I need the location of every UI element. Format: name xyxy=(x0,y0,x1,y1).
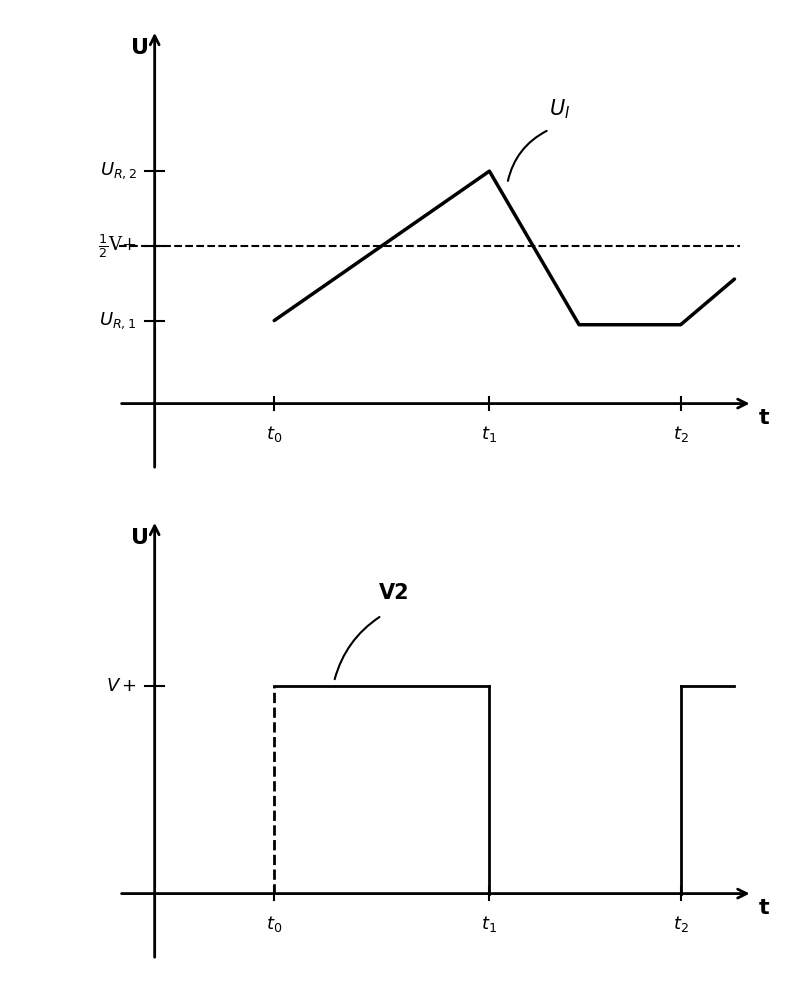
Text: t: t xyxy=(759,898,769,918)
Text: $t_2$: $t_2$ xyxy=(672,424,688,444)
Text: $V+$: $V+$ xyxy=(106,677,137,695)
Text: $U_I$: $U_I$ xyxy=(549,98,570,121)
Text: $t_0$: $t_0$ xyxy=(266,424,282,444)
Text: $U_{R,2}$: $U_{R,2}$ xyxy=(100,161,137,181)
Text: U: U xyxy=(131,38,149,58)
Text: U: U xyxy=(131,528,149,548)
Text: $t_0$: $t_0$ xyxy=(266,914,282,934)
Text: V2: V2 xyxy=(379,583,409,603)
Text: $t_1$: $t_1$ xyxy=(482,424,497,444)
Text: $U_{R,1}$: $U_{R,1}$ xyxy=(100,310,137,331)
Text: $\frac{1}{2}$V+: $\frac{1}{2}$V+ xyxy=(98,232,137,260)
Text: $t_1$: $t_1$ xyxy=(482,914,497,934)
Text: t: t xyxy=(759,408,769,428)
Text: $t_2$: $t_2$ xyxy=(672,914,688,934)
